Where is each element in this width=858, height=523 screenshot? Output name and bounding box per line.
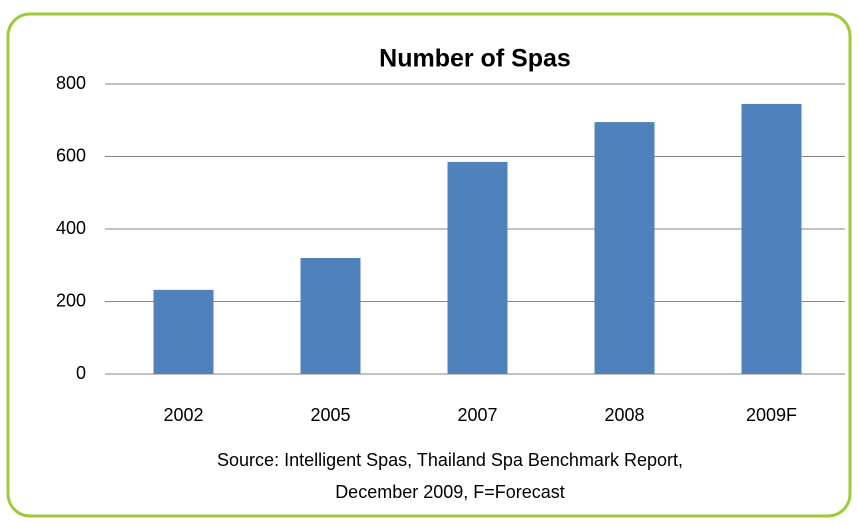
chart-title: Number of Spas (379, 45, 571, 73)
y-tick-label: 600 (56, 145, 86, 165)
x-tick-label: 2008 (604, 405, 644, 425)
bar (153, 289, 214, 374)
x-tick-label: 2007 (457, 405, 497, 425)
y-tick-label: 200 (56, 290, 86, 310)
bar (741, 103, 802, 374)
x-tick-label: 2009F (746, 405, 797, 425)
chart-frame (6, 12, 852, 518)
bar (300, 258, 361, 374)
bar (447, 161, 508, 374)
source-note: December 2009, F=Forecast (335, 482, 565, 502)
bar (594, 122, 655, 374)
y-tick-label: 800 (56, 73, 86, 93)
y-tick-label: 400 (56, 218, 86, 238)
x-tick-label: 2002 (163, 405, 203, 425)
x-tick-label: 2005 (310, 405, 350, 425)
source-note: Source: Intelligent Spas, Thailand Spa B… (217, 450, 683, 470)
y-tick-label: 0 (76, 363, 86, 383)
